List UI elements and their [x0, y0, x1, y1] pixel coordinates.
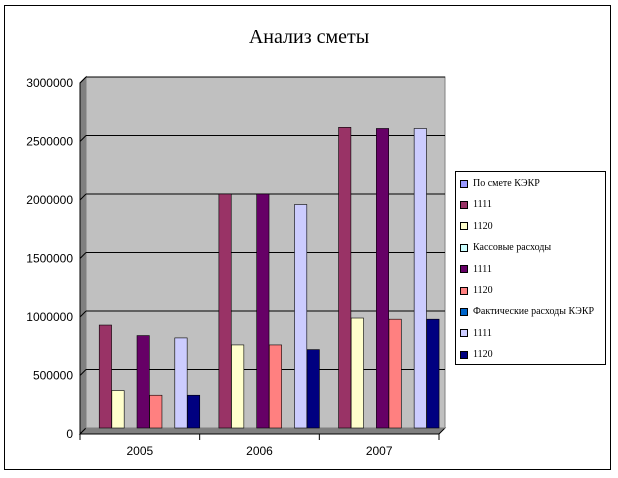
legend-label: Фактические расходы КЭКР [473, 306, 595, 318]
gridline-wall [79, 135, 87, 142]
y-tick-label: 2500000 [26, 135, 73, 149]
legend-swatch [460, 286, 468, 295]
gridline-wall [79, 193, 87, 201]
legend-swatch [460, 329, 468, 338]
y-tick-label: 2000000 [26, 193, 73, 207]
bar [413, 128, 427, 429]
x-tick-label: 2007 [366, 444, 393, 458]
bar [426, 318, 440, 429]
bar [149, 394, 163, 429]
y-tick-label: 0 [66, 427, 73, 441]
bar [136, 335, 150, 429]
y-tick-label: 1500000 [26, 252, 73, 266]
bar [174, 337, 188, 429]
legend-swatch [460, 222, 468, 231]
legend-label: По смете КЭКР [473, 178, 540, 189]
legend-swatch [460, 179, 468, 188]
legend-label: 1111 [473, 199, 492, 211]
legend-label: 1111 [473, 327, 492, 339]
legend-item: Кассовые расходы [460, 237, 551, 258]
bar [218, 193, 232, 429]
chart-title: Анализ сметы [248, 26, 370, 48]
legend-label: 1120 [473, 349, 493, 361]
bar [98, 324, 112, 429]
legend-item: По смете КЭКР [460, 173, 540, 194]
bar [231, 344, 245, 429]
legend-item: 1120 [460, 216, 493, 237]
legend-item: 1120 [460, 280, 493, 301]
gridline-wall [79, 252, 87, 259]
bar [187, 394, 201, 429]
bar [111, 390, 125, 429]
bar [306, 349, 320, 429]
bar [350, 317, 364, 429]
bar [338, 127, 352, 429]
chart-legend: По смете КЭКР 1111 1120 Кассовые расходы 111… [455, 171, 606, 365]
x-tick-label: 2006 [246, 444, 273, 458]
legend-item: 1111 [460, 323, 492, 344]
y-tick-label: 3000000 [26, 76, 73, 90]
y-tick-label: 1000000 [26, 310, 73, 324]
legend-swatch [460, 307, 468, 316]
x-tick-label: 2005 [126, 444, 153, 458]
plot-floor [78, 427, 447, 435]
legend-swatch [460, 350, 468, 359]
legend-label: 1120 [473, 285, 493, 296]
bar [388, 318, 402, 429]
legend-swatch [460, 265, 468, 274]
bar [268, 344, 282, 429]
legend-swatch [460, 200, 468, 209]
legend-item: 1120 [460, 344, 493, 365]
legend-item: 1111 [460, 259, 492, 280]
gridline-wall [79, 76, 87, 84]
y-tick-label: 500000 [33, 369, 73, 383]
legend-label: 1120 [473, 220, 493, 232]
bar [294, 204, 308, 429]
gridline-wall [79, 310, 87, 318]
legend-item: Фактические расходы КЭКР [460, 301, 594, 322]
bar [376, 128, 389, 429]
legend-label: Кассовые расходы [473, 242, 552, 254]
gridline-wall [79, 369, 87, 376]
bar [256, 193, 270, 429]
legend-item: 1111 [460, 194, 492, 215]
legend-label: 1111 [473, 263, 492, 275]
legend-swatch [460, 243, 468, 252]
